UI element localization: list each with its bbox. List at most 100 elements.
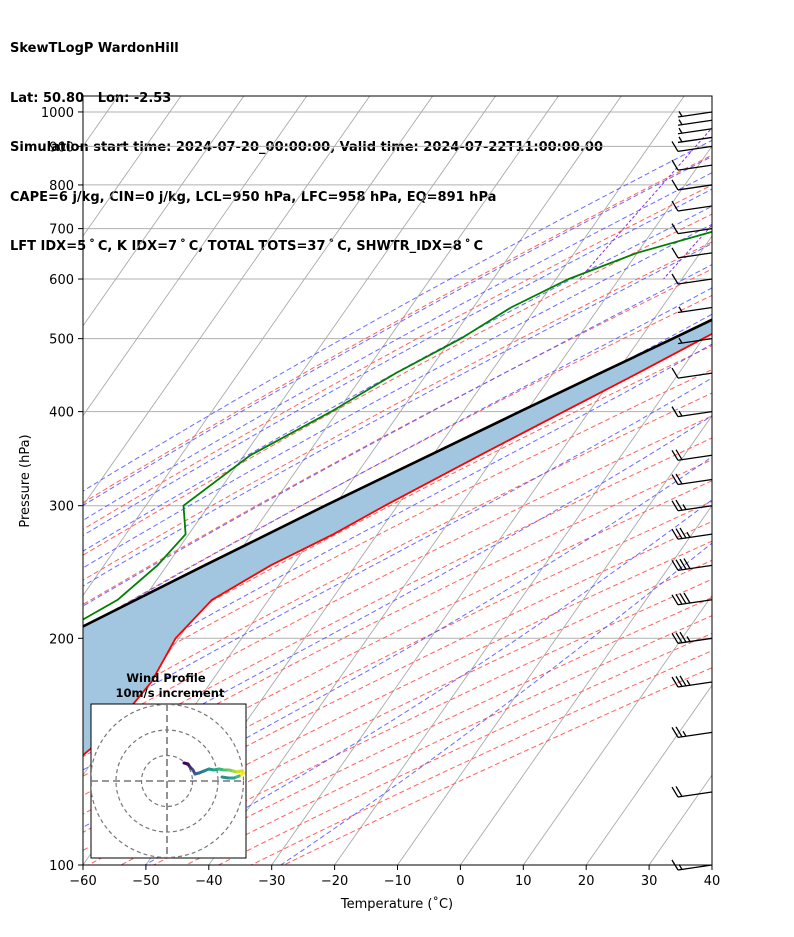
dry-adiabat-line <box>83 459 712 777</box>
barb-staff <box>677 227 713 235</box>
dry-adiabat-line <box>83 345 712 674</box>
y-tick-label: 800 <box>49 179 74 194</box>
title-line: SkewTLogP WardonHill <box>10 41 179 56</box>
barb-flag <box>671 200 679 212</box>
isotherm-line <box>83 96 182 237</box>
isotherm-line <box>711 864 712 865</box>
barb-flag <box>671 859 679 871</box>
barb-staff <box>677 164 713 171</box>
hodograph-subtitle: 10m/s increment <box>116 686 225 700</box>
chart-title-block: SkewTLogP WardonHill Lat: 50.80 Lon: -2.… <box>10 8 603 272</box>
barb-flag <box>671 500 679 512</box>
mixing-ratio-line <box>578 127 712 280</box>
parcel-profile-line <box>83 318 712 628</box>
wind-barb <box>671 786 713 798</box>
barb-flag <box>671 727 679 738</box>
barb-staff <box>677 731 713 739</box>
isotherm-line <box>83 96 496 687</box>
wind-barb <box>671 527 713 540</box>
moist-adiabat-line <box>83 287 712 630</box>
barb-flag <box>675 499 683 511</box>
barb-flag <box>675 632 683 644</box>
y-tick-label: 500 <box>49 333 74 348</box>
barb-flag <box>683 558 691 569</box>
isotherm-line <box>83 96 308 417</box>
barb-staff <box>677 478 713 486</box>
barb-flag <box>671 179 679 191</box>
x-tick-label: 40 <box>704 874 721 889</box>
wind-barb <box>677 337 713 345</box>
barb-flag <box>671 594 679 606</box>
hodograph-trace-segment <box>220 775 230 780</box>
wind-barbs <box>671 111 713 871</box>
y-tick-label: 1000 <box>41 106 74 121</box>
mixing-ratio-line <box>777 96 794 279</box>
wind-barb <box>671 223 713 235</box>
barb-staff <box>677 278 713 285</box>
barb-flag <box>671 559 679 571</box>
dry-adiabat-line <box>83 392 712 717</box>
y-tick-label: 100 <box>49 859 74 874</box>
barb-half-flag <box>678 111 683 117</box>
barb-flag <box>675 528 683 539</box>
barb-staff <box>677 128 713 135</box>
wind-barb <box>671 473 713 486</box>
wind-barb <box>677 119 713 126</box>
wind-barb <box>671 200 713 212</box>
barb-staff <box>677 454 713 461</box>
indices-line: CAPE=6 j/kg, CIN=0 j/kg, LCL=950 hPa, LF… <box>10 189 497 205</box>
barb-flag <box>675 593 683 605</box>
wind-barb <box>671 247 713 259</box>
moist-adiabat-line <box>280 542 712 865</box>
x-tick-label: −40 <box>195 874 222 889</box>
dry-adiabat-line <box>283 667 712 865</box>
y-tick-label: 700 <box>49 223 74 238</box>
moist-adiabat-line <box>83 456 712 828</box>
wind-barb <box>671 592 713 606</box>
y-tick-label: 600 <box>49 273 74 288</box>
wind-barb <box>671 367 713 379</box>
barb-flag <box>675 726 683 738</box>
x-tick-label: −50 <box>132 874 159 889</box>
barb-flag <box>671 786 679 798</box>
x-tick-label: −60 <box>69 874 96 889</box>
cape-area <box>83 319 712 756</box>
barb-flag <box>671 528 679 540</box>
y-tick-label: 300 <box>49 500 74 515</box>
barb-flag <box>675 676 683 687</box>
y-tick-label: 900 <box>49 140 74 155</box>
y-axis-label: Pressure (hPa) <box>18 434 33 527</box>
isotherm-line <box>83 96 433 597</box>
barb-half-flag <box>686 532 691 538</box>
wind-barb <box>671 558 713 571</box>
hodograph-plot <box>91 704 246 858</box>
wind-barb <box>671 141 713 153</box>
barb-flag <box>671 159 679 171</box>
barb-flag <box>679 593 687 604</box>
x-tick-label: 30 <box>641 874 658 889</box>
isotherm-line <box>648 774 712 865</box>
barb-staff <box>677 184 713 191</box>
moist-adiabat-line <box>144 499 712 865</box>
barb-flag <box>671 367 679 379</box>
isotherm-line <box>83 96 371 507</box>
barb-flag <box>671 406 679 417</box>
barb-flag <box>675 473 683 485</box>
barb-half-flag <box>678 337 683 344</box>
x-tick-label: −30 <box>258 874 285 889</box>
dry-adiabat-line <box>153 597 712 865</box>
wind-barb <box>671 859 713 871</box>
x-tick-label: −10 <box>384 874 411 889</box>
wind-barb <box>671 449 713 461</box>
wind-barb <box>671 406 713 418</box>
barb-staff <box>677 410 713 418</box>
barb-half-flag <box>678 410 683 417</box>
location-line: Lat: 50.80 Lon: -2.53 <box>10 90 172 106</box>
wind-barb <box>671 726 713 739</box>
barb-staff <box>677 864 713 871</box>
barb-flag <box>671 474 679 485</box>
barb-staff <box>677 205 713 212</box>
dry-adiabat-line <box>83 213 712 556</box>
barb-flag <box>671 141 679 152</box>
